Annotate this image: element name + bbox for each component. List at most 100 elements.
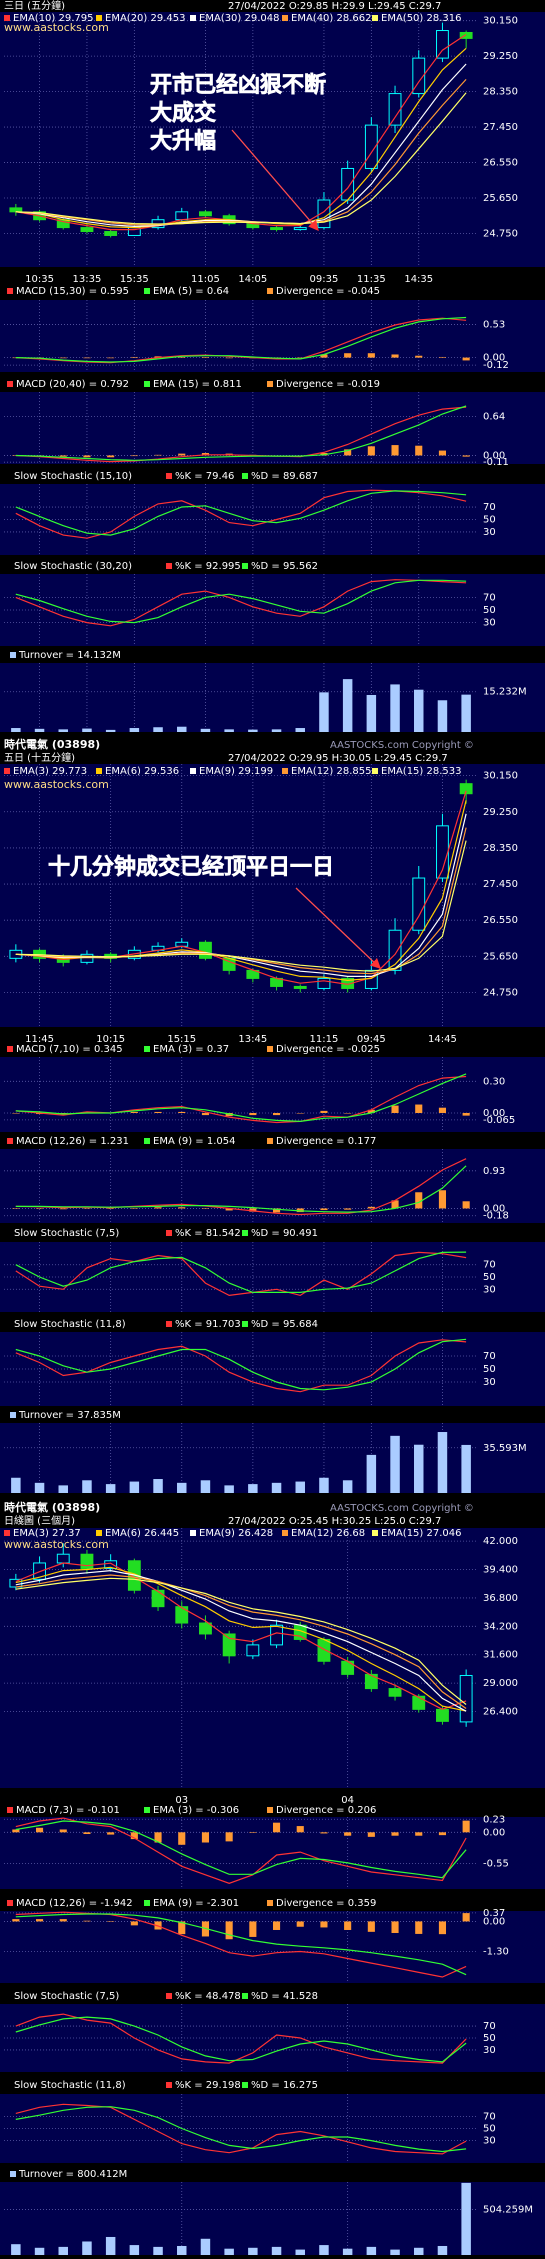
divergence-bar (367, 1921, 375, 1932)
divergence-bar (59, 1208, 67, 1210)
legend-swatch (166, 1993, 172, 1999)
candle-body (246, 1644, 260, 1657)
x-tick-label: 11:05 (191, 274, 220, 285)
turnover-bar (224, 1485, 234, 1493)
turnover-bar (200, 728, 211, 732)
annotation: 大升幅 (150, 129, 216, 154)
annotation: 十几分钟成交已经顶平日一日 (48, 854, 334, 880)
legend-swatch (282, 15, 288, 21)
legend-label: MACD (12,26) = 1.231 (16, 1136, 129, 1147)
divergence-bar (225, 1921, 233, 1940)
divergence-bar (344, 1208, 352, 1210)
series-line (15, 579, 467, 627)
legend-swatch (7, 288, 13, 294)
turnover-bar (82, 1480, 92, 1493)
y-tick-label: 30.150 (483, 16, 518, 27)
candle-body (364, 1673, 378, 1690)
divergence-bar (12, 1919, 20, 1922)
series-line (15, 1339, 467, 1393)
series-line (15, 1574, 467, 1709)
turnover-bar (390, 1435, 400, 1493)
legend-label: EMA(30) 29.048 (199, 13, 279, 24)
y-tick-label: 30 (483, 2045, 496, 2056)
legend-label: Divergence = 0.359 (276, 1898, 376, 1909)
x-tick-label: 15:35 (120, 274, 149, 285)
divergence-bar (462, 455, 470, 457)
legend-swatch (267, 1046, 273, 1052)
legend-swatch (10, 1412, 16, 1418)
divergence-bar (462, 1112, 470, 1116)
candle-body (293, 985, 307, 989)
legend-swatch (144, 1900, 150, 1906)
turnover-bar (153, 727, 163, 732)
divergence-bar (438, 1832, 447, 1836)
candle-body (388, 93, 402, 126)
divergence-bar (438, 450, 447, 456)
quote-label: 27/04/2022 O:29.85 H:29.9 L:29.45 C:29.7 (228, 1, 441, 12)
series-line (15, 1566, 467, 1712)
y-tick-label: 70 (483, 2021, 496, 2032)
turnover-bar (129, 2245, 140, 2255)
y-tick-label: 24.750 (483, 228, 518, 239)
y-tick-label: 0.00 (483, 1916, 505, 1927)
legend-swatch (190, 768, 196, 774)
series-line (15, 490, 467, 536)
divergence-bar (272, 1208, 281, 1213)
divergence-bar (83, 1832, 91, 1835)
legend-label: EMA(10) 29.795 (13, 13, 93, 24)
legend-swatch (7, 1138, 13, 1144)
divergence-bar (130, 1921, 138, 1926)
y-tick-label: 50 (483, 605, 496, 616)
turnover-bar (366, 2246, 377, 2255)
legend-swatch (10, 2171, 16, 2177)
divergence-bar (83, 455, 91, 458)
legend-label: Turnover = 37.835M (18, 1410, 121, 1421)
legend-swatch (242, 1321, 248, 1327)
legend-label: Turnover = 800.412M (18, 2169, 127, 2180)
y-tick-label: -0.065 (483, 1115, 515, 1126)
watermark: www.aastocks.com (4, 778, 109, 791)
candle-body (199, 1622, 212, 1635)
divergence-bar (415, 445, 423, 456)
turnover-bar (11, 2244, 21, 2255)
turnover-bar (105, 729, 116, 732)
y-tick-label: 70 (483, 592, 496, 603)
y-tick-label: 30 (483, 527, 496, 538)
y-tick-label: 50 (483, 2124, 496, 2135)
divergence-bar (35, 1827, 44, 1833)
divergence-bar (178, 1111, 186, 1113)
legend-swatch (267, 288, 273, 294)
series-line (15, 405, 467, 461)
y-tick-label: 27.450 (483, 122, 518, 133)
panel-title: Slow Stochastic (11,8) (14, 1319, 126, 1330)
panel-title: Slow Stochastic (7,5) (14, 1991, 119, 2002)
legend-swatch (96, 768, 102, 774)
y-tick-label: 27.450 (483, 879, 518, 890)
annotation: 开市已经凶狠不断 (150, 72, 326, 98)
watermark: www.aastocks.com (4, 1538, 109, 1551)
y-tick-label: 34.200 (483, 1621, 518, 1632)
legend-label: Divergence = 0.206 (276, 1805, 376, 1816)
turnover-bar (153, 2246, 163, 2255)
legend-label: Turnover = 14.132M (18, 650, 121, 661)
divergence-bar (344, 1832, 352, 1836)
candle-body (104, 231, 118, 236)
turnover-bar (224, 729, 234, 732)
turnover-bar (319, 1477, 329, 1493)
y-tick-label: 30 (483, 2136, 496, 2147)
legend-swatch (372, 15, 378, 21)
panel-title: Slow Stochastic (11,8) (14, 2080, 126, 2091)
y-tick-label: -0.18 (483, 1211, 509, 1222)
legend-label: MACD (20,40) = 0.792 (16, 379, 129, 390)
x-tick-label: 03 (175, 1795, 188, 1806)
divergence-bar (296, 1208, 304, 1213)
legend-swatch (144, 381, 150, 387)
turnover-bar (461, 1444, 471, 1493)
panel-background (0, 1528, 545, 1788)
legend-label: EMA (3) = -0.306 (153, 1805, 239, 1816)
legend-swatch (4, 1530, 10, 1536)
x-tick-label: 10:15 (96, 1034, 125, 1045)
divergence-bar (249, 1832, 257, 1833)
candle-body (104, 1560, 118, 1569)
y-tick-label: 0.00 (483, 450, 505, 461)
